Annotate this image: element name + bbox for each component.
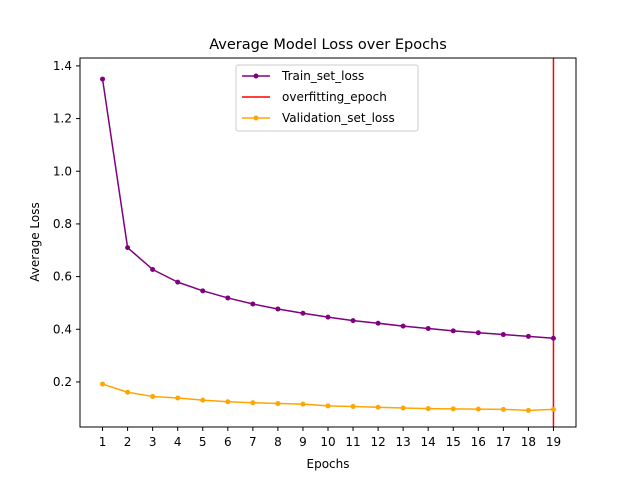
x-tick-label: 3 [149, 435, 157, 449]
validation-set-loss-point [425, 406, 431, 412]
validation-set-loss-point [450, 406, 456, 412]
y-tick-label: 0.4 [53, 322, 72, 336]
train-set-loss-point [500, 332, 506, 338]
train-set-loss-point [250, 301, 256, 307]
x-tick-label: 8 [274, 435, 282, 449]
train-set-loss-point [350, 318, 356, 324]
train-set-loss-point [550, 335, 556, 341]
train-set-loss-point [100, 76, 106, 82]
validation-set-loss-point [475, 406, 481, 412]
x-tick-label: 1 [99, 435, 107, 449]
validation-set-loss-point [250, 400, 256, 406]
train-set-loss-point [175, 279, 181, 285]
validation-set-loss-point [175, 395, 181, 401]
x-axis-label: Epochs [307, 457, 350, 471]
x-tick-label: 7 [249, 435, 257, 449]
validation-set-loss-point [400, 405, 406, 411]
x-tick-label: 14 [421, 435, 436, 449]
validation-set-loss-point [500, 406, 506, 412]
legend-label-train-set-loss: Train_set_loss [281, 69, 364, 83]
x-tick-label: 11 [345, 435, 360, 449]
y-tick-label: 0.6 [53, 270, 72, 284]
x-tick-label: 5 [199, 435, 207, 449]
validation-set-loss-point [325, 403, 331, 409]
x-tick-label: 12 [370, 435, 385, 449]
train-set-loss-point [525, 333, 531, 339]
y-tick-label: 1.4 [53, 59, 72, 73]
train-set-loss-point [150, 266, 156, 272]
x-tick-label: 19 [546, 435, 561, 449]
train-set-loss-point [325, 314, 331, 320]
validation-set-loss-point [100, 381, 106, 387]
train-set-loss-point [225, 295, 231, 301]
y-tick-label: 1.2 [53, 112, 72, 126]
train-set-loss-point [450, 328, 456, 334]
train-set-loss-point [475, 330, 481, 336]
x-tick-label: 18 [521, 435, 536, 449]
train-set-loss-point [200, 288, 206, 294]
legend-marker-train-set-loss [253, 73, 259, 79]
train-set-loss-point [125, 245, 131, 251]
validation-set-loss-point [550, 406, 556, 412]
x-tick-label: 13 [396, 435, 411, 449]
x-tick-label: 10 [320, 435, 335, 449]
train-set-loss-point [300, 310, 306, 316]
validation-set-loss-point [375, 404, 381, 410]
validation-set-loss-point [125, 389, 131, 395]
y-tick-label: 1.0 [53, 164, 72, 178]
x-tick-label: 16 [471, 435, 486, 449]
validation-set-loss-point [225, 399, 231, 405]
y-axis-label: Average Loss [28, 202, 42, 281]
chart-title: Average Model Loss over Epochs [209, 37, 447, 53]
y-axis: 0.2 0.4 0.6 0.8 1.0 1.2 1.4 [53, 59, 80, 389]
train-set-loss-point [425, 325, 431, 331]
x-tick-label: 4 [174, 435, 182, 449]
x-axis: 1 2 3 4 5 6 7 8 9 10 11 12 13 14 15 16 17 18 19 [99, 427, 561, 449]
train-set-loss-point [275, 306, 281, 312]
train-set-loss-point [400, 323, 406, 329]
validation-set-loss-point [150, 393, 156, 399]
train-set-loss-point [375, 320, 381, 326]
validation-set-loss-point [275, 401, 281, 407]
legend: Train_set_loss overfitting_epoch Validatio… [235, 64, 419, 132]
x-tick-label: 2 [124, 435, 132, 449]
x-tick-label: 17 [496, 435, 511, 449]
plot-area [100, 58, 556, 427]
y-tick-label: 0.8 [53, 217, 72, 231]
x-tick-label: 6 [224, 435, 232, 449]
validation-set-loss-point [350, 403, 356, 409]
legend-label-validation-set-loss: Validation_set_loss [282, 111, 395, 125]
validation-set-loss-point [525, 407, 531, 413]
legend-marker-validation-set-loss [253, 115, 259, 121]
legend-label-overfitting-epoch: overfitting_epoch [282, 90, 387, 104]
legend-box [235, 64, 419, 132]
y-tick-label: 0.2 [53, 375, 72, 389]
x-tick-label: 15 [446, 435, 461, 449]
validation-set-loss-point [200, 397, 206, 403]
validation-set-loss-point [300, 401, 306, 407]
x-tick-label: 9 [299, 435, 307, 449]
